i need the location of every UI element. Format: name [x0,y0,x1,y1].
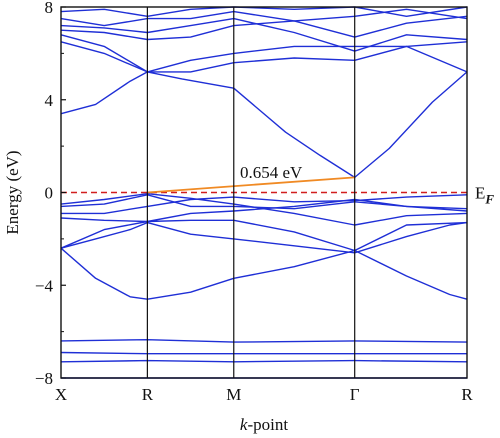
band-gap-arrow [147,176,355,194]
y-tick-label: −8 [35,369,53,388]
x-tick-label: X [55,385,67,404]
band-line [60,6,468,17]
band-line [60,34,468,73]
x-tick-label: Γ [350,385,360,404]
y-tick-label: 4 [45,91,54,110]
y-axis-title: Energy (eV) [3,150,22,234]
x-axis-title-rest: -point [247,415,288,434]
x-axis-title-k: k [240,415,248,434]
y-tick-label: −4 [35,276,54,295]
band-line [60,219,468,252]
band-line [60,221,468,254]
fermi-label-sub: F [484,192,494,207]
fermi-label-main: E [475,184,485,203]
x-tick-label: R [461,385,473,404]
band-line [60,247,468,300]
band-line [60,339,468,343]
y-tick-label: 0 [45,184,54,203]
band-line [60,15,468,41]
kpoint-divider-lines [146,7,356,378]
y-axis: −8 −4 0 4 8 [35,0,66,388]
band-line [60,359,468,363]
band-line [60,71,468,179]
y-tick-label: 8 [45,0,54,17]
x-tick-label: R [142,385,154,404]
band-gap-label: 0.654 eV [240,163,303,182]
fermi-level-label: EF [475,184,494,207]
x-axis-title: k-point [240,415,288,434]
x-tick-label: M [226,385,241,404]
band-line [60,351,467,355]
